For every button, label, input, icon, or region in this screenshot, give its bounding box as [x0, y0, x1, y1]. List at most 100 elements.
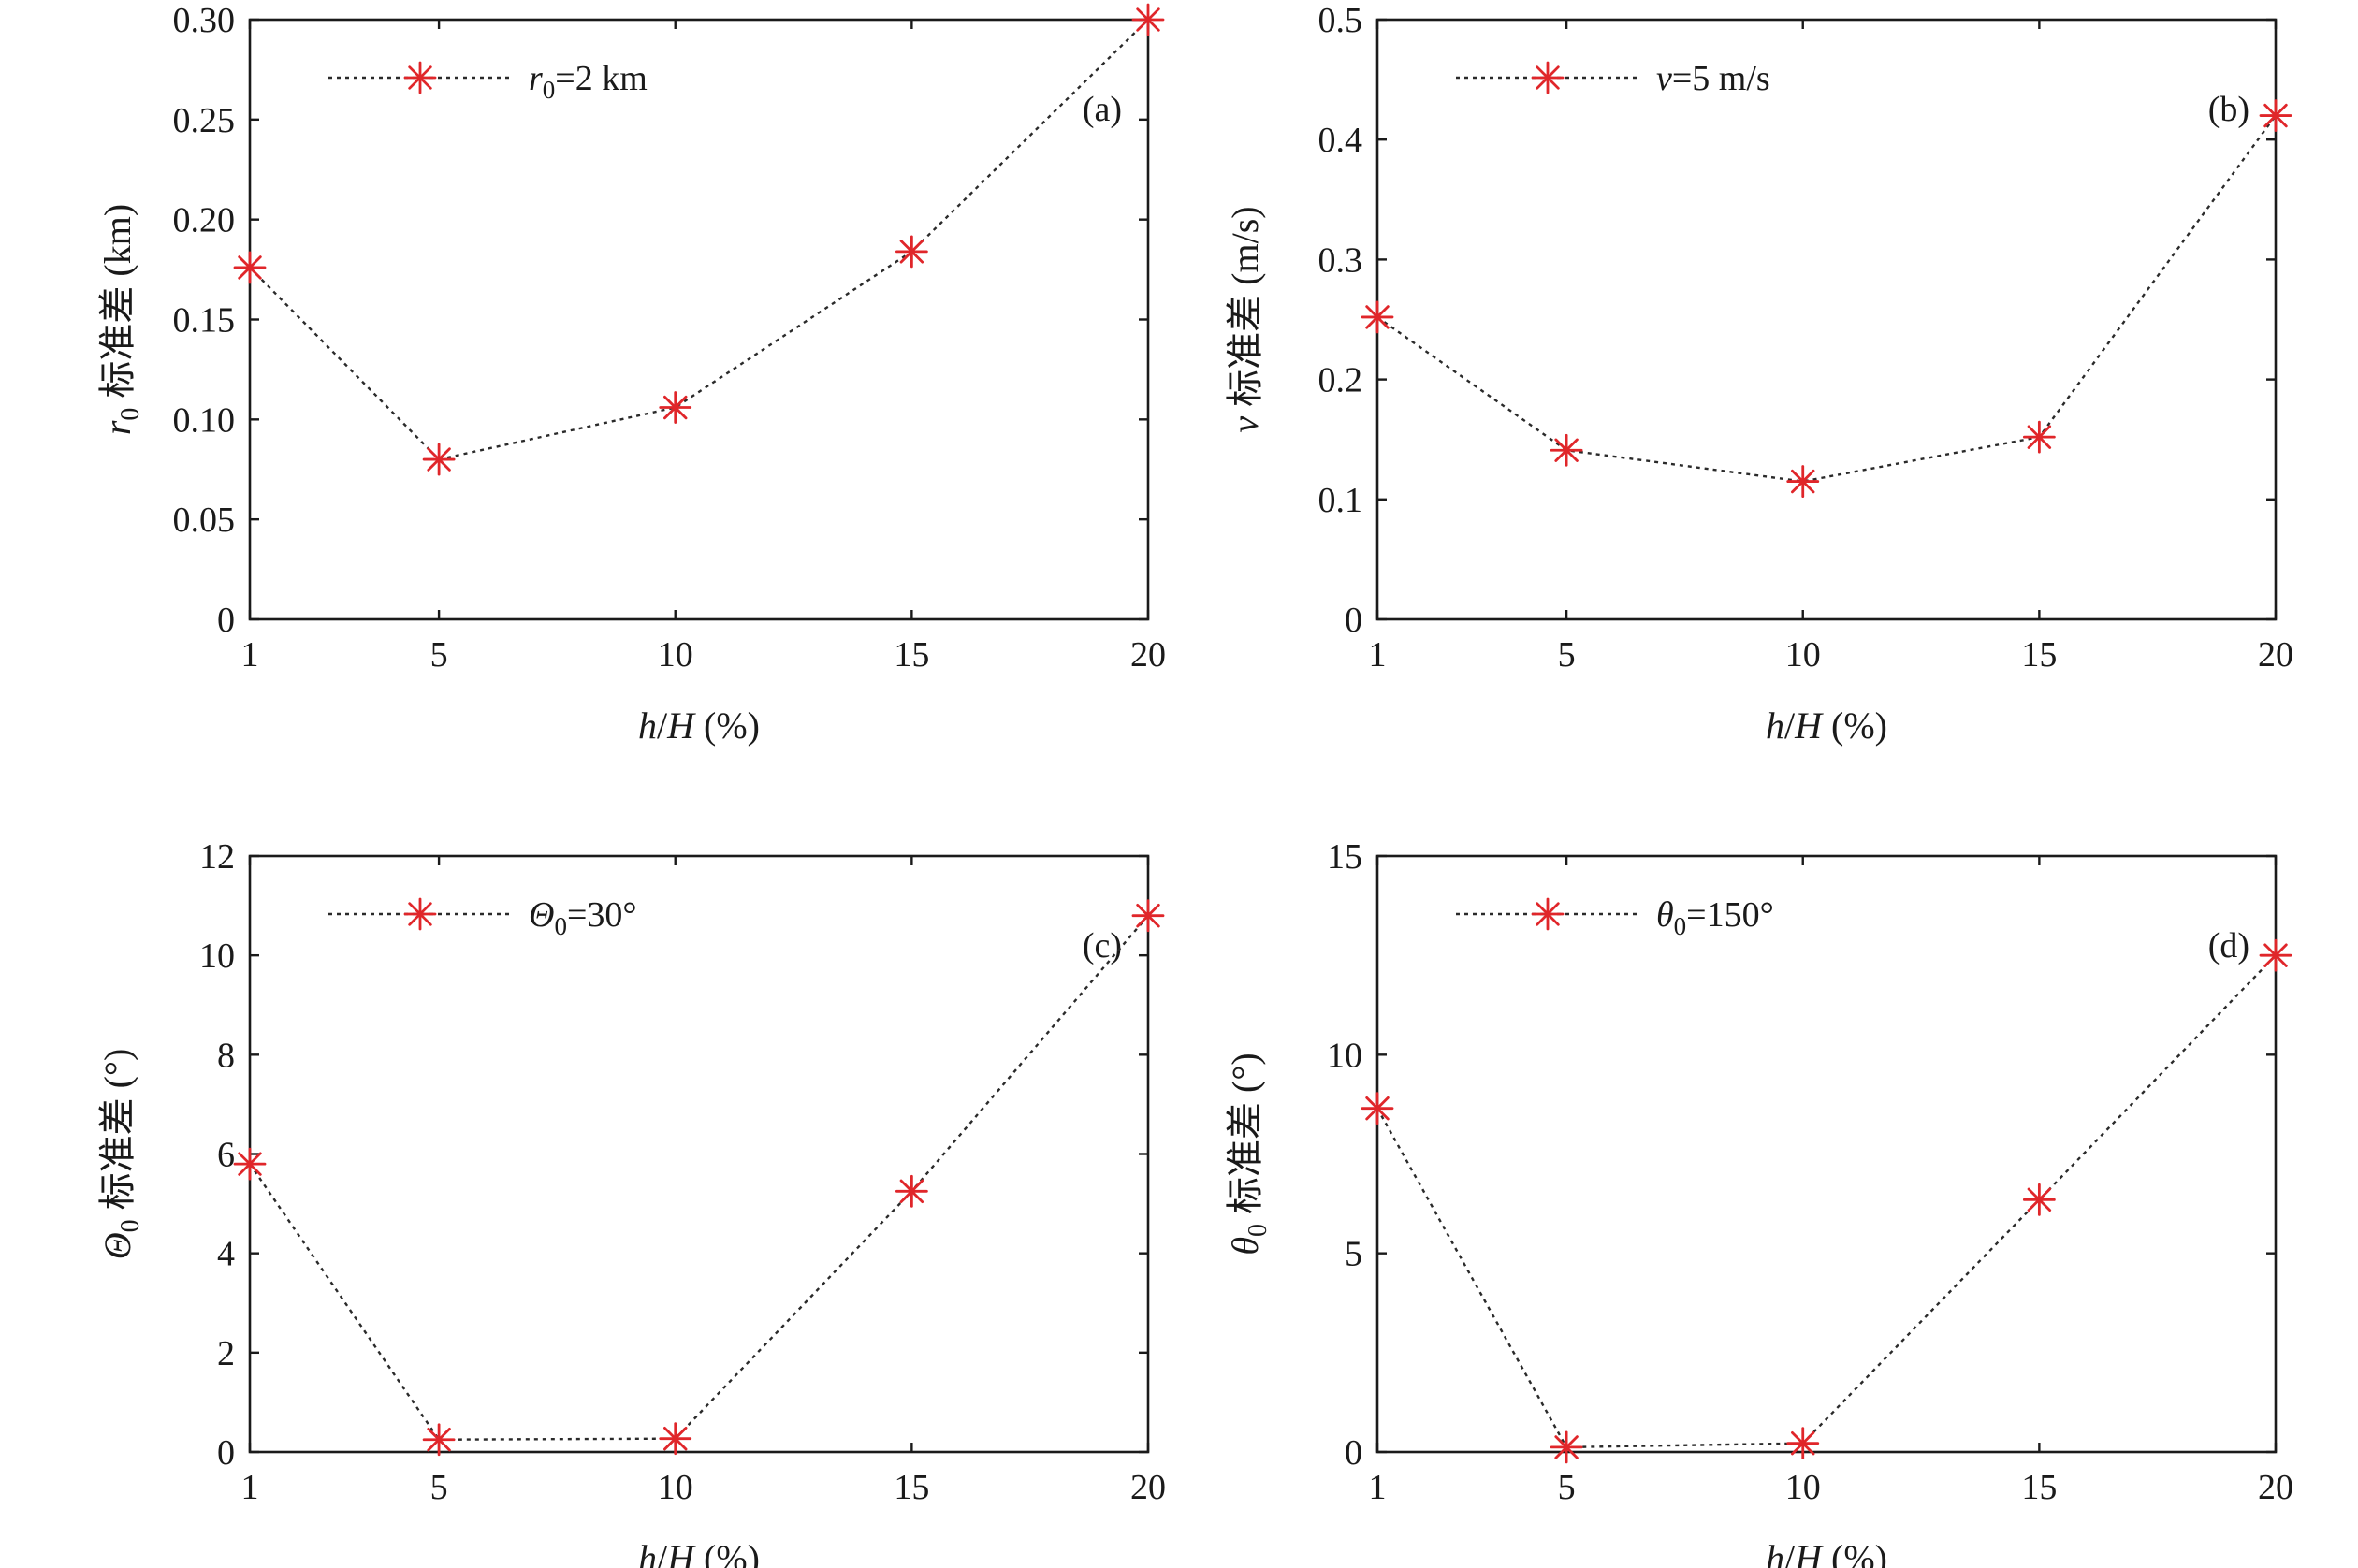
data-point: [1786, 465, 1820, 498]
y-tick-label: 0: [217, 1433, 235, 1473]
legend-marker: [403, 61, 437, 94]
x-tick-label: 5: [1558, 635, 1576, 675]
y-tick-label: 10: [199, 936, 235, 976]
y-tick-label: 10: [1327, 1036, 1362, 1075]
data-point: [1550, 1430, 1583, 1464]
y-tick-label: 12: [199, 837, 235, 877]
panel-tag: (d): [2208, 926, 2249, 965]
data-point: [1361, 300, 1394, 334]
series-line: [249, 19, 1149, 461]
x-tick-label: 1: [241, 1468, 259, 1507]
legend-marker: [1531, 61, 1565, 94]
y-axis-label: θ0 标准差 (°): [1224, 1053, 1273, 1255]
data-point: [2022, 1183, 2056, 1216]
series-line: [249, 914, 1149, 1441]
legend: r0=2 km: [328, 59, 648, 104]
data-point: [1131, 899, 1165, 933]
y-tick-label: 0: [1345, 601, 1362, 640]
legend-marker: [1531, 897, 1565, 931]
y-tick-label: 0.30: [173, 1, 236, 40]
y-tick-label: 0.5: [1318, 1, 1363, 40]
legend-label: Θ0=30°: [529, 895, 637, 940]
data-point: [422, 1423, 456, 1457]
panel-tag: (b): [2208, 90, 2249, 129]
x-tick-label: 1: [1369, 635, 1387, 675]
data-point: [233, 1147, 267, 1181]
x-tick-label: 20: [2258, 635, 2293, 675]
data-point: [1550, 433, 1583, 467]
y-tick-label: 0: [1345, 1433, 1362, 1473]
data-point: [1786, 1427, 1820, 1460]
y-axis-label: v 标准差 (m/s): [1224, 206, 1266, 432]
y-tick-label: 4: [217, 1235, 235, 1274]
panel-tag: (c): [1083, 926, 1122, 965]
data-point: [895, 235, 928, 269]
x-axis-label: h/H (%): [1766, 1537, 1887, 1568]
x-tick-label: 15: [2021, 1468, 2057, 1507]
y-tick-label: 0.1: [1318, 481, 1363, 520]
data-point: [1361, 1092, 1394, 1125]
x-tick-label: 5: [430, 635, 448, 675]
y-tick-label: 8: [217, 1036, 235, 1075]
x-tick-label: 20: [1130, 1468, 1166, 1507]
plot-frame: [248, 18, 1150, 621]
x-tick-label: 15: [894, 1468, 929, 1507]
series-line: [1376, 954, 2277, 1449]
x-axis-label: h/H (%): [1766, 704, 1887, 747]
y-tick-label: 0.15: [173, 301, 236, 341]
y-tick-label: 0.20: [173, 201, 236, 240]
y-tick-label: 0.4: [1318, 121, 1363, 160]
legend: Θ0=30°: [328, 895, 637, 940]
plot-frame: [1376, 854, 2278, 1454]
legend-marker: [403, 897, 437, 931]
data-point: [1131, 3, 1165, 36]
panel-tag: (a): [1083, 90, 1122, 129]
legend-label: r0=2 km: [529, 59, 648, 104]
data-point: [233, 251, 267, 284]
x-tick-label: 15: [2021, 635, 2057, 675]
x-tick-label: 20: [1130, 635, 1166, 675]
x-tick-label: 10: [658, 1468, 693, 1507]
x-axis-label: h/H (%): [638, 704, 760, 747]
data-point: [2259, 99, 2292, 132]
data-point: [2022, 420, 2056, 454]
y-tick-label: 0: [217, 601, 235, 640]
data-point: [895, 1174, 928, 1208]
x-tick-label: 20: [2258, 1468, 2293, 1507]
data-point: [659, 1422, 692, 1456]
y-tick-label: 0.3: [1318, 240, 1363, 280]
x-tick-label: 5: [1558, 1468, 1576, 1507]
x-tick-label: 5: [430, 1468, 448, 1507]
series-line: [1376, 114, 2277, 483]
x-axis-label: h/H (%): [638, 1537, 760, 1568]
y-tick-label: 0.2: [1318, 361, 1363, 400]
x-tick-label: 1: [241, 635, 259, 675]
legend: v=5 m/s: [1456, 59, 1770, 98]
x-tick-label: 15: [894, 635, 929, 675]
legend-label: θ0=150°: [1656, 895, 1774, 940]
x-tick-label: 10: [1785, 635, 1821, 675]
y-tick-label: 15: [1327, 837, 1362, 877]
data-point: [422, 443, 456, 476]
y-tick-label: 5: [1345, 1235, 1362, 1274]
legend-label: v=5 m/s: [1656, 59, 1770, 98]
y-tick-label: 6: [217, 1136, 235, 1175]
y-tick-label: 0.25: [173, 101, 236, 140]
x-tick-label: 10: [1785, 1468, 1821, 1507]
x-tick-label: 1: [1369, 1468, 1387, 1507]
plot-frame: [1376, 18, 2278, 621]
data-point: [2259, 938, 2292, 972]
data-point: [659, 391, 692, 424]
y-axis-label: r0 标准差 (km): [96, 204, 145, 435]
plot-frame: [248, 854, 1150, 1454]
y-tick-label: 0.10: [173, 400, 236, 440]
y-axis-label: Θ0 标准差 (°): [96, 1049, 145, 1260]
y-tick-label: 2: [217, 1334, 235, 1373]
y-tick-label: 0.05: [173, 501, 236, 540]
legend: θ0=150°: [1456, 895, 1774, 940]
